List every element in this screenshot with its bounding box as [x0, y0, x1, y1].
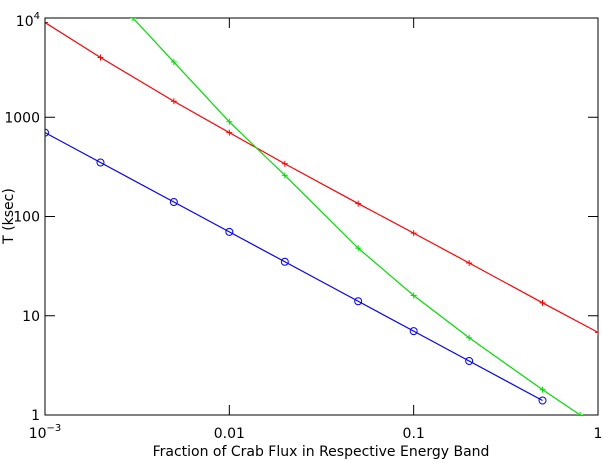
marker — [226, 129, 233, 136]
marker — [466, 260, 473, 267]
x-tick-label: 0.1 — [403, 426, 425, 442]
y-tick-label: 100 — [13, 210, 40, 226]
marker — [281, 172, 288, 179]
marker — [355, 200, 362, 207]
y-axis-label: T (ksec) — [1, 188, 17, 245]
y-tick-label: 10 — [22, 309, 40, 325]
marker — [169, 197, 178, 206]
y-tick-label: 1 — [31, 408, 40, 424]
x-axis-label: Fraction of Crab Flux in Respective Ener… — [153, 444, 490, 460]
marker — [354, 297, 363, 306]
marker — [577, 412, 584, 415]
marker — [97, 54, 104, 61]
tick-base: 10 — [29, 426, 47, 442]
x-tick-label: 0.01 — [214, 426, 245, 442]
y-tick-label: 104 — [16, 11, 40, 30]
marker — [465, 357, 474, 366]
marker — [45, 128, 49, 137]
marker — [539, 299, 546, 306]
marker — [410, 292, 417, 299]
marker — [226, 118, 233, 125]
marker — [45, 19, 48, 26]
marker — [538, 396, 547, 405]
y-tick-label: 1000 — [4, 110, 40, 126]
marker — [466, 334, 473, 341]
marker — [355, 245, 362, 252]
marker — [539, 386, 546, 393]
marker — [595, 329, 598, 336]
tick-exponent: −3 — [47, 423, 62, 434]
x-tick-label: 10−3 — [29, 423, 62, 442]
marker — [281, 160, 288, 167]
series-line — [45, 132, 543, 402]
marker — [96, 158, 105, 167]
marker — [410, 230, 417, 237]
plot-area — [45, 18, 598, 415]
plot-frame — [44, 17, 599, 416]
marker — [129, 18, 136, 21]
series-line — [45, 22, 598, 333]
tick-exponent: 4 — [34, 11, 40, 22]
marker — [170, 59, 177, 66]
tick-base: 10 — [16, 14, 34, 30]
marker — [170, 98, 177, 105]
marker — [409, 327, 418, 336]
marker — [280, 257, 289, 266]
x-tick-label: 1 — [594, 426, 602, 442]
marker — [225, 227, 234, 236]
